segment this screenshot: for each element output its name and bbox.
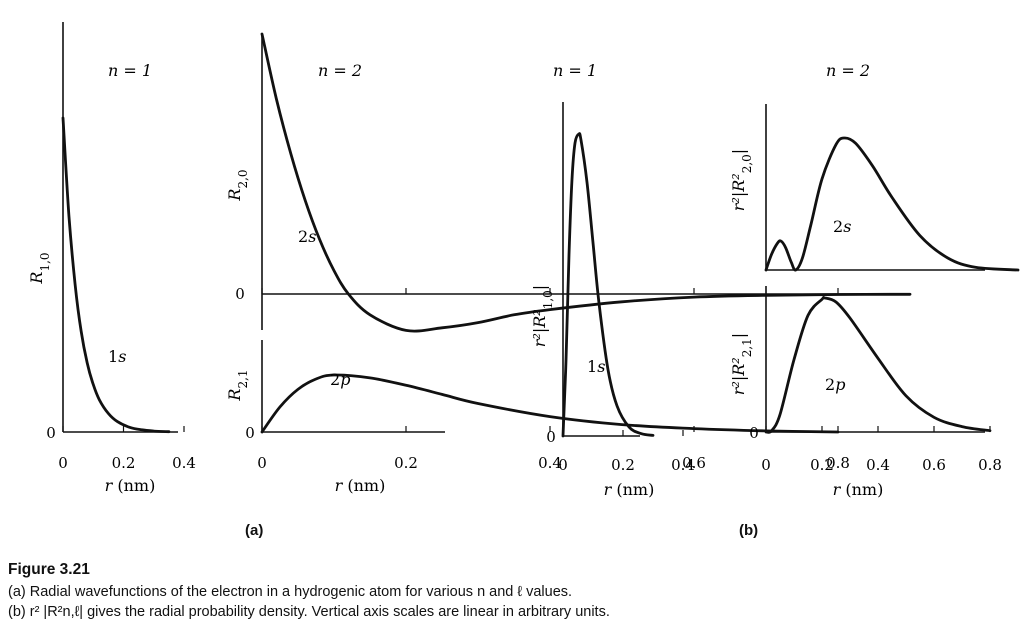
p21-y-label: r²|R²2,1| (729, 333, 754, 395)
r20-series-label: 2s (298, 227, 316, 246)
caption-line-b: (b) r² |R²n,ℓ| gives the radial probabil… (8, 604, 610, 620)
p10-x-tick-label: 0.4 (671, 456, 695, 474)
p10-y-label: r²|R²1,0| (530, 285, 555, 347)
r10-x-label: r (nm) (105, 476, 156, 495)
r21-curve-2p (260, 373, 840, 434)
p21-x-tick-label: 0.4 (866, 456, 890, 474)
p21-x-tick-label: 0.8 (978, 456, 1002, 474)
p21-x-tick-label: 0.6 (922, 456, 946, 474)
r21-x-label: r (nm) (335, 476, 386, 495)
p10-x-tick-label: 0.2 (611, 456, 635, 474)
r21-x-tick-label: 0 (257, 454, 267, 472)
p10-title: n = 1 (553, 61, 597, 80)
p21-x-tick-label: 0 (761, 456, 771, 474)
figure-caption: Figure 3.21 (a) Radial wavefunctions of … (8, 560, 1008, 622)
r10-title: n = 1 (108, 61, 152, 80)
p10-curve-1s (561, 132, 655, 438)
p21-x-tick-label: 0.2 (810, 456, 834, 474)
p20-series-label: 2s (833, 217, 851, 236)
r10-x-tick-label: 0 (58, 454, 68, 472)
p10-x-tick-label: 0 (558, 456, 568, 474)
r20-y-tick-label: 0 (235, 285, 245, 303)
figure-number: Figure 3.21 (8, 561, 90, 578)
r20-title: n = 2 (318, 61, 362, 80)
r21-x-tick-label: 0.2 (394, 454, 418, 472)
p10-x-label: r (nm) (604, 480, 655, 499)
p21-series-label: 2p (825, 375, 845, 394)
r20-y-label: R2,0 (225, 169, 250, 201)
p20-y-label: r²|R²2,0| (729, 149, 754, 211)
r21-y-label: R2,1 (225, 369, 250, 401)
panel-label-a: (a) (245, 522, 264, 539)
p20-title: n = 2 (826, 61, 870, 80)
r21-series-label: 2p (330, 370, 350, 389)
r21-x-tick-label: 0.6 (682, 454, 706, 472)
r10-curve-1s (61, 116, 171, 434)
r21-x-tick-label: 0.8 (826, 454, 850, 472)
p21-x-label: r (nm) (833, 480, 884, 499)
panel-label-b: (b) (739, 522, 759, 539)
r10-series-label: 1s (108, 347, 126, 366)
p20-curve-2s (764, 136, 1020, 272)
p10-series-label: 1s (587, 357, 605, 376)
p21-y-tick-label: 0 (749, 424, 759, 442)
p21-curve-2p (764, 296, 992, 434)
r10-y-label: R1,0 (27, 252, 52, 284)
caption-line-a: (a) Radial wavefunctions of the electron… (8, 584, 573, 600)
r10-y-tick-label: 0 (46, 424, 56, 442)
r21-y-tick-label: 0 (245, 424, 255, 442)
r10-x-tick-label: 0.2 (112, 454, 136, 472)
p10-y-tick-label: 0 (546, 428, 556, 446)
r10-x-tick-label: 0.4 (172, 454, 196, 472)
r21-x-tick-label: 0.4 (538, 454, 562, 472)
r20-curve-2s (260, 32, 912, 333)
